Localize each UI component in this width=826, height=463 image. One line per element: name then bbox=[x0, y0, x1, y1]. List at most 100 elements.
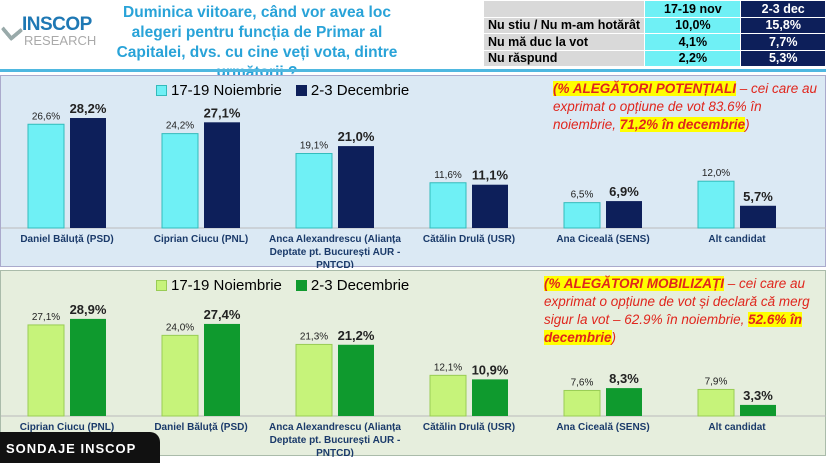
data-label: 12,0% bbox=[702, 168, 730, 179]
bar bbox=[563, 389, 601, 417]
value-dec: 15,8% bbox=[740, 16, 826, 34]
bar bbox=[338, 344, 374, 416]
data-label: 7,6% bbox=[571, 377, 594, 388]
bar bbox=[338, 146, 374, 228]
bar bbox=[204, 323, 240, 416]
bar bbox=[161, 334, 199, 417]
col-header-dec: 2-3 dec bbox=[740, 0, 826, 18]
inscop-logo: INSCOP RESEARCH bbox=[0, 14, 104, 50]
table-row: Nu răspund 2,2% 5,3% bbox=[482, 49, 826, 67]
header-divider bbox=[0, 69, 826, 72]
value-nov: 4,1% bbox=[644, 33, 742, 51]
bar bbox=[740, 205, 776, 228]
note-body: – cei care au exprimat o opțiune de vot … bbox=[544, 276, 810, 327]
logo-subtext: RESEARCH bbox=[24, 33, 97, 48]
data-label: 19,1% bbox=[300, 141, 328, 152]
table-header-row: 17-19 nov 2-3 dec bbox=[482, 0, 826, 18]
data-label: 27,1% bbox=[32, 312, 60, 323]
chart-note: (% ALEGĂTORI MOBILIZAȚI – cei care au ex… bbox=[544, 275, 824, 347]
logo-text: INSCOP bbox=[22, 14, 92, 35]
bar bbox=[697, 388, 735, 417]
legend-label: 17-19 Noiembrie bbox=[171, 277, 282, 294]
bar bbox=[70, 318, 106, 416]
category-label: Alt candidat bbox=[708, 234, 766, 245]
data-label: 6,5% bbox=[571, 190, 594, 201]
note-head: (% ALEGĂTORI MOBILIZAȚI bbox=[544, 276, 724, 291]
note-highlight: 71,2% în decembrie bbox=[619, 117, 746, 132]
note-body: – cei care au exprimat o opțiune de vot … bbox=[553, 81, 818, 132]
legend-item: 2-3 Decembrie bbox=[295, 277, 410, 294]
row-label: Nu stiu / Nu m-am hotărât bbox=[482, 16, 646, 34]
bar bbox=[472, 379, 508, 416]
data-label: 24,2% bbox=[166, 121, 194, 132]
row-label: Nu răspund bbox=[482, 49, 646, 67]
category-label: Anca Alexandrescu (Alianța bbox=[269, 422, 401, 433]
bar bbox=[70, 118, 106, 228]
bar bbox=[27, 324, 65, 417]
category-label: Deptate pt. București AUR - bbox=[270, 435, 401, 446]
category-label: PNȚCD) bbox=[316, 260, 354, 268]
chart-legend: 17-19 Noiembrie 2-3 Decembrie bbox=[156, 82, 409, 99]
data-label: 6,9% bbox=[609, 184, 639, 199]
category-label: PNȚCD) bbox=[316, 448, 354, 457]
data-label: 3,3% bbox=[743, 388, 773, 403]
data-label: 21,2% bbox=[338, 328, 375, 343]
chart-mobilized-voters: 17-19 Noiembrie 2-3 Decembrie (% ALEGĂTO… bbox=[0, 270, 826, 457]
bar bbox=[563, 202, 601, 229]
legend-item: 17-19 Noiembrie bbox=[156, 82, 282, 99]
legend-swatch bbox=[156, 85, 167, 96]
legend-label: 2-3 Decembrie bbox=[310, 82, 410, 99]
category-label: Ciprian Ciucu (PNL) bbox=[154, 234, 248, 245]
value-dec: 7,7% bbox=[740, 33, 826, 51]
bar bbox=[204, 122, 240, 228]
bar bbox=[740, 404, 776, 416]
legend-swatch bbox=[295, 85, 307, 96]
legend-swatch bbox=[156, 280, 167, 291]
chart-potential-voters: 17-19 Noiembrie 2-3 Decembrie (% ALEGĂTO… bbox=[0, 75, 826, 268]
note-tail: ) bbox=[745, 117, 750, 132]
data-label: 11,6% bbox=[434, 170, 462, 181]
data-label: 27,1% bbox=[204, 105, 241, 120]
bar bbox=[295, 153, 333, 229]
survey-question: Duminica viitoare, când vor avea loc ale… bbox=[116, 4, 398, 81]
bar bbox=[697, 180, 735, 229]
bar bbox=[429, 374, 467, 417]
legend-swatch bbox=[295, 280, 307, 291]
category-label: Cătălin Drulă (USR) bbox=[423, 234, 515, 245]
bar bbox=[472, 184, 508, 228]
table-row: Nu mă duc la vot 4,1% 7,7% bbox=[482, 33, 826, 51]
bar bbox=[27, 123, 65, 229]
data-label: 5,7% bbox=[743, 189, 773, 204]
col-header-nov: 17-19 nov bbox=[644, 0, 742, 18]
bar bbox=[295, 343, 333, 417]
legend-item: 2-3 Decembrie bbox=[295, 82, 410, 99]
value-nov: 10,0% bbox=[644, 16, 742, 34]
category-label: Anca Alexandrescu (Alianța bbox=[269, 234, 401, 245]
legend-item: 17-19 Noiembrie bbox=[156, 277, 282, 294]
category-label: Daniel Băluță (PSD) bbox=[154, 422, 247, 433]
category-label: Daniel Băluță (PSD) bbox=[20, 234, 113, 245]
data-label: 12,1% bbox=[434, 362, 462, 373]
category-label: Ciprian Ciucu (PNL) bbox=[20, 422, 114, 433]
legend-label: 2-3 Decembrie bbox=[310, 277, 410, 294]
bar-plot: 27,1% 28,9% Ciprian Ciucu (PNL) 24,0% 27,4% D… bbox=[1, 302, 826, 457]
data-label: 28,2% bbox=[70, 101, 107, 116]
data-label: 26,6% bbox=[32, 111, 60, 122]
bar bbox=[161, 133, 199, 229]
value-dec: 5,3% bbox=[740, 49, 826, 67]
category-label: Cătălin Drulă (USR) bbox=[423, 422, 515, 433]
data-label: 11,1% bbox=[472, 168, 509, 183]
category-label: Alt candidat bbox=[708, 422, 766, 433]
category-label: Ana Ciceală (SENS) bbox=[556, 422, 649, 433]
category-label: Deptate pt. București AUR - bbox=[270, 247, 401, 258]
bar bbox=[606, 388, 642, 416]
row-label: Nu mă duc la vot bbox=[482, 33, 646, 51]
table-corner bbox=[482, 0, 646, 18]
note-tail: ) bbox=[611, 330, 617, 345]
chart-note: (% ALEGĂTORI POTENȚIALI – cei care au ex… bbox=[553, 80, 823, 134]
bar bbox=[606, 201, 642, 228]
data-label: 21,0% bbox=[338, 129, 375, 144]
legend-label: 17-19 Noiembrie bbox=[171, 82, 282, 99]
bar-plot: 26,6% 28,2% Daniel Băluță (PSD) 24,2% 27,1% C… bbox=[1, 101, 826, 268]
logo-swoosh-icon bbox=[0, 18, 24, 42]
